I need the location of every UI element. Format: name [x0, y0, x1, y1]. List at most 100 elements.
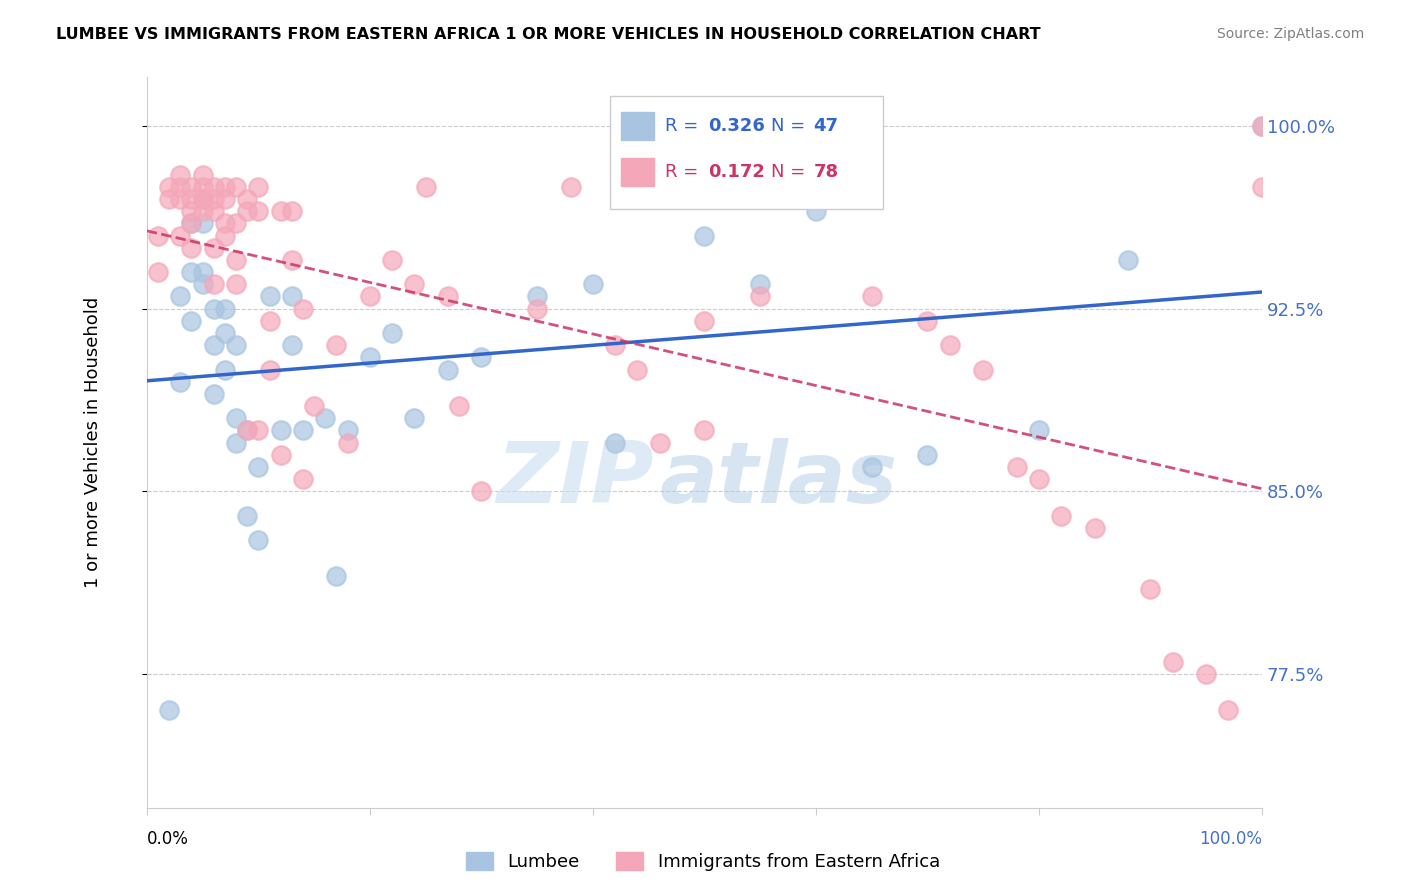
Point	[247, 459, 270, 474]
Point	[225, 338, 247, 352]
Point	[180, 217, 202, 231]
Point	[191, 192, 214, 206]
Point	[860, 289, 883, 303]
Bar	[621, 112, 654, 140]
Point	[860, 459, 883, 474]
Text: Source: ZipAtlas.com: Source: ZipAtlas.com	[1216, 27, 1364, 41]
Point	[749, 277, 772, 292]
Point	[1161, 655, 1184, 669]
Point	[191, 217, 214, 231]
Text: N =: N =	[772, 118, 811, 136]
Point	[169, 180, 191, 194]
Text: N =: N =	[772, 163, 811, 181]
Point	[157, 703, 180, 717]
Point	[225, 252, 247, 267]
Point	[259, 362, 281, 376]
Text: 100.0%: 100.0%	[1199, 830, 1263, 848]
Point	[359, 351, 381, 365]
Point	[202, 338, 225, 352]
Point	[191, 204, 214, 219]
Point	[1116, 252, 1139, 267]
Point	[191, 265, 214, 279]
Point	[214, 228, 236, 243]
Point	[180, 241, 202, 255]
Point	[225, 411, 247, 425]
Point	[259, 314, 281, 328]
Point	[270, 448, 292, 462]
Point	[214, 326, 236, 340]
Point	[325, 569, 347, 583]
Point	[605, 338, 627, 352]
Text: LUMBEE VS IMMIGRANTS FROM EASTERN AFRICA 1 OR MORE VEHICLES IN HOUSEHOLD CORRELA: LUMBEE VS IMMIGRANTS FROM EASTERN AFRICA…	[56, 27, 1040, 42]
Point	[470, 484, 492, 499]
Point	[336, 423, 359, 437]
Point	[526, 289, 548, 303]
Point	[325, 338, 347, 352]
Point	[314, 411, 336, 425]
Text: 78: 78	[814, 163, 839, 181]
Text: ZIP: ZIP	[496, 438, 654, 521]
Point	[202, 241, 225, 255]
Point	[202, 204, 225, 219]
Point	[605, 435, 627, 450]
FancyBboxPatch shape	[610, 95, 883, 209]
Text: 0.0%: 0.0%	[146, 830, 188, 848]
Point	[804, 204, 827, 219]
Point	[247, 533, 270, 547]
Point	[202, 192, 225, 206]
Point	[582, 277, 605, 292]
Point	[180, 180, 202, 194]
Point	[202, 277, 225, 292]
Point	[917, 314, 939, 328]
Point	[470, 351, 492, 365]
Point	[917, 448, 939, 462]
Point	[449, 399, 471, 413]
Point	[270, 204, 292, 219]
Text: 0.172: 0.172	[707, 163, 765, 181]
Point	[270, 423, 292, 437]
Point	[1005, 459, 1028, 474]
Point	[693, 423, 716, 437]
Text: 0.326: 0.326	[707, 118, 765, 136]
Point	[749, 289, 772, 303]
Point	[247, 423, 270, 437]
Y-axis label: 1 or more Vehicles in Household: 1 or more Vehicles in Household	[84, 297, 103, 588]
Point	[214, 192, 236, 206]
Point	[560, 180, 582, 194]
Point	[437, 362, 460, 376]
Point	[381, 252, 404, 267]
Point	[169, 192, 191, 206]
Point	[202, 180, 225, 194]
Text: atlas: atlas	[659, 438, 898, 521]
Point	[291, 472, 314, 486]
Point	[1251, 119, 1274, 133]
Point	[1251, 119, 1274, 133]
Text: 47: 47	[814, 118, 838, 136]
Point	[972, 362, 994, 376]
Point	[236, 423, 259, 437]
Point	[202, 387, 225, 401]
Point	[404, 411, 426, 425]
Point	[247, 204, 270, 219]
Point	[281, 338, 304, 352]
Point	[1139, 582, 1161, 596]
Point	[214, 362, 236, 376]
Point	[225, 435, 247, 450]
Point	[281, 204, 304, 219]
Point	[146, 228, 169, 243]
Point	[225, 277, 247, 292]
Point	[157, 192, 180, 206]
Point	[191, 277, 214, 292]
Text: R =: R =	[665, 163, 704, 181]
Point	[202, 301, 225, 316]
Point	[180, 265, 202, 279]
Point	[180, 217, 202, 231]
Point	[359, 289, 381, 303]
Point	[291, 423, 314, 437]
Point	[1084, 521, 1107, 535]
Point	[938, 338, 960, 352]
Point	[180, 314, 202, 328]
Point	[302, 399, 325, 413]
Legend: Lumbee, Immigrants from Eastern Africa: Lumbee, Immigrants from Eastern Africa	[458, 845, 948, 879]
Point	[169, 168, 191, 182]
